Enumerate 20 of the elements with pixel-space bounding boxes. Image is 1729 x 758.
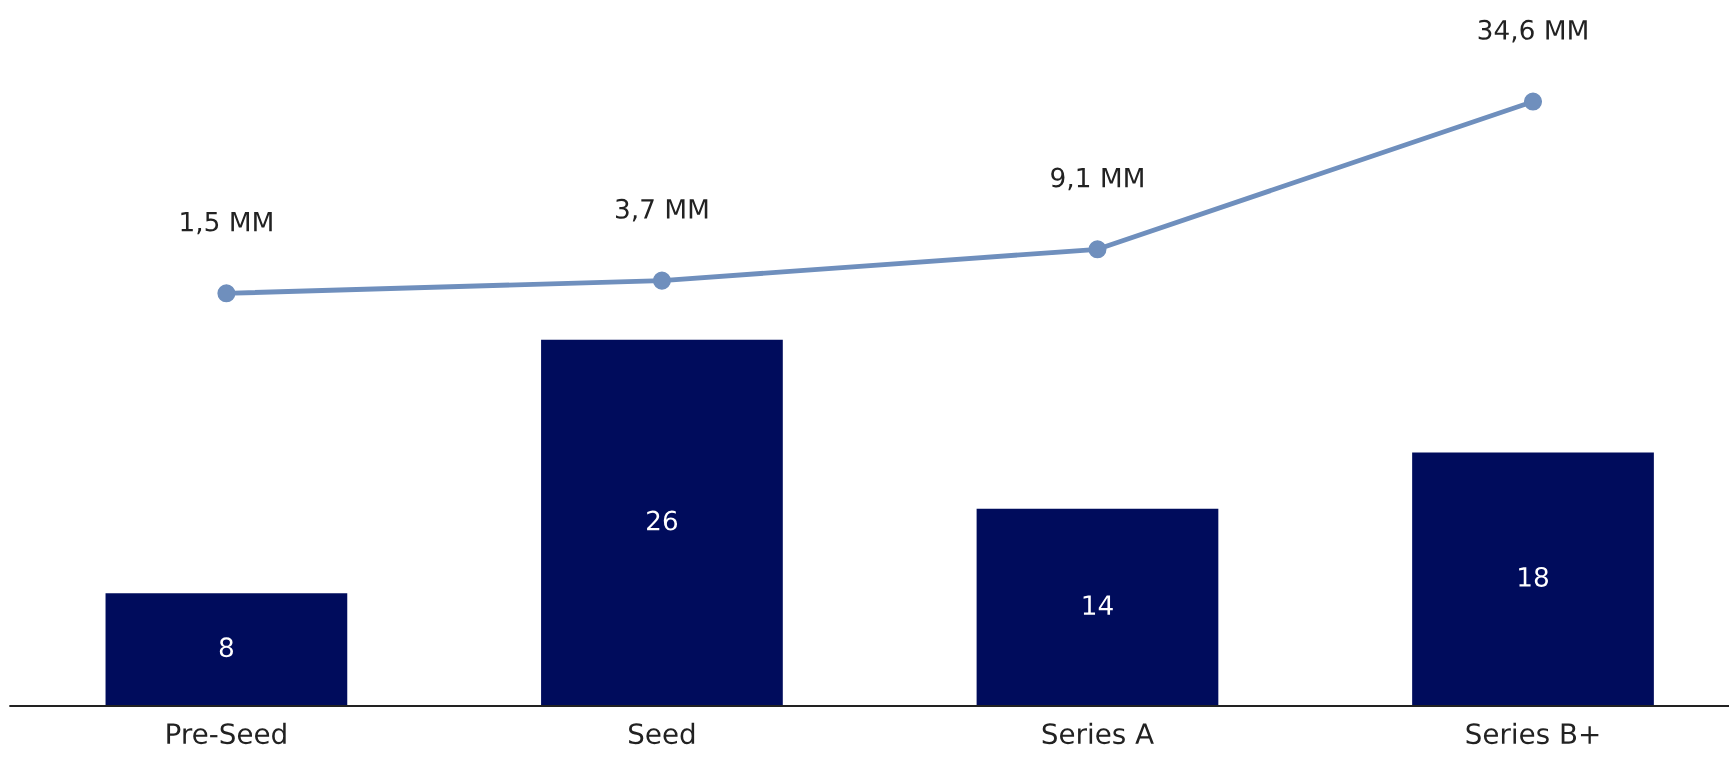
point xyxy=(217,284,236,303)
data-label: 9,1 MM xyxy=(1051,167,1143,191)
x-tick-label: Seed xyxy=(629,722,695,745)
point xyxy=(1088,240,1107,259)
point xyxy=(1523,92,1543,111)
point xyxy=(652,271,671,290)
bar xyxy=(105,593,348,706)
data-label: 1,5 MM xyxy=(181,211,272,235)
data-label: 14 xyxy=(1083,595,1113,615)
data-label: 26 xyxy=(647,510,678,531)
data-label: 3,7 MM xyxy=(616,198,708,222)
data-label: 18 xyxy=(1519,566,1548,587)
x-tick-label: Series A xyxy=(1042,722,1154,745)
bar xyxy=(541,339,783,706)
bar xyxy=(976,508,1219,706)
x-tick-label: Pre-Seed xyxy=(167,722,286,745)
data-label: 8 xyxy=(219,637,233,658)
x-tick-label: Series B+ xyxy=(1466,722,1599,745)
bar xyxy=(1412,452,1654,706)
data-label: 34,6 MM xyxy=(1478,19,1587,43)
